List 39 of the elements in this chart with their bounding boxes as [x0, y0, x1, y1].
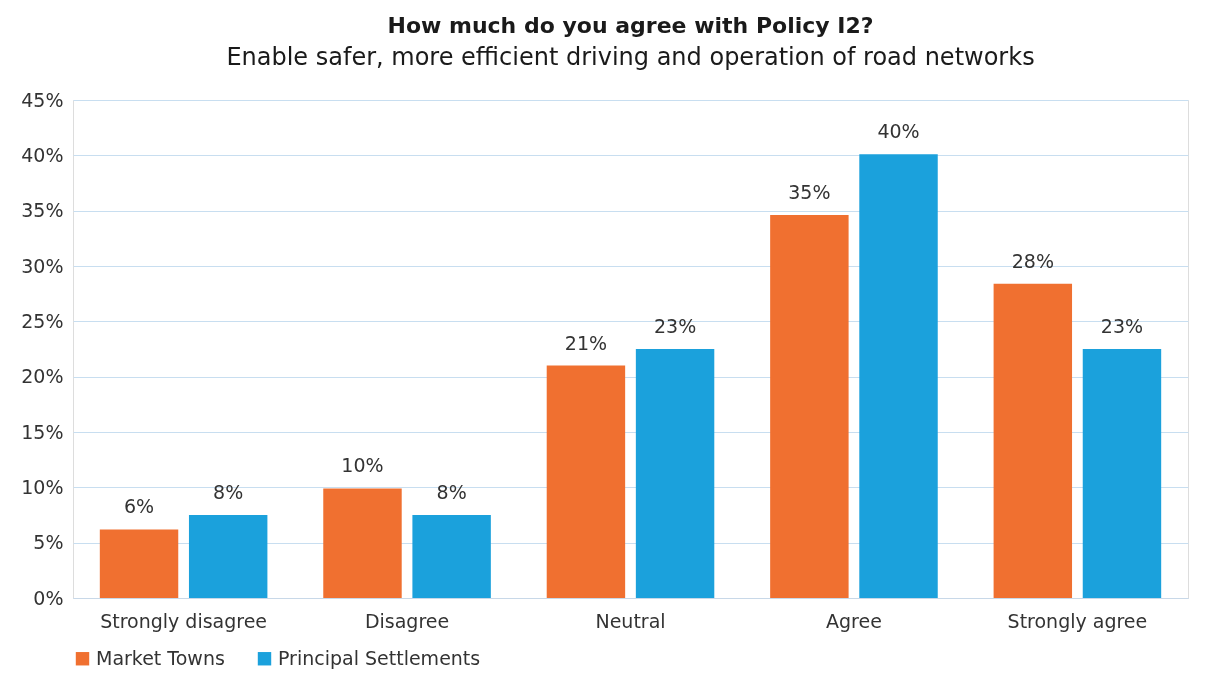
x-tick-label: Neutral	[595, 609, 666, 632]
y-tick-label: 5%	[33, 531, 64, 554]
data-label: 23%	[653, 315, 697, 337]
data-label: 21%	[564, 331, 608, 354]
x-tick-label: Disagree	[364, 609, 450, 632]
bar	[770, 215, 849, 598]
legend-label: Market Towns	[96, 646, 225, 669]
data-label: 28%	[1011, 249, 1054, 272]
bar	[546, 365, 626, 598]
data-label: 35%	[788, 181, 831, 204]
bar	[188, 515, 268, 598]
bar	[993, 283, 1073, 598]
bar	[635, 349, 715, 598]
y-tick-label: 0%	[33, 586, 64, 609]
y-tick-label: 35%	[21, 199, 64, 222]
legend-label: Principal Settlements	[278, 646, 481, 669]
x-tick-label: Agree	[826, 609, 882, 632]
bar	[859, 154, 938, 598]
y-tick-label: 10%	[21, 475, 64, 498]
bar	[99, 529, 179, 598]
y-tick-label: 45%	[21, 88, 64, 111]
data-label: 40%	[877, 120, 920, 143]
data-label: 8%	[436, 481, 467, 503]
bar	[1082, 349, 1162, 598]
chart-subtitle: Enable safer, more efficient driving and operation of road networks	[226, 43, 1035, 71]
y-tick-label: 20%	[21, 365, 64, 388]
x-tick-label: Strongly agree	[1007, 609, 1148, 632]
data-label: 8%	[213, 481, 244, 503]
chart-title: How much do you agree with Policy I2?	[387, 13, 874, 38]
data-label: 6%	[123, 495, 155, 518]
y-tick-label: 25%	[21, 309, 64, 332]
bar	[412, 515, 491, 598]
data-label: 23%	[1100, 315, 1144, 337]
y-tick-label: 30%	[21, 254, 64, 277]
y-tick-label: 40%	[21, 143, 64, 166]
data-label: 10%	[341, 454, 384, 477]
y-tick-label: 15%	[21, 420, 64, 443]
x-tick-label: Strongly disagree	[100, 609, 268, 632]
bar	[323, 488, 402, 598]
